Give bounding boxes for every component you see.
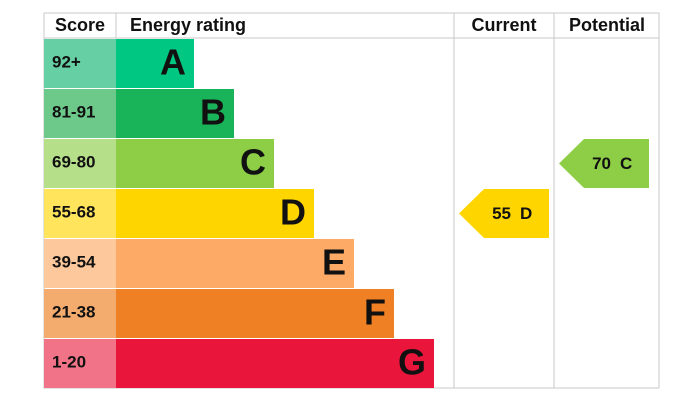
- rating-letter: A: [160, 42, 186, 83]
- score-range: 1-20: [52, 352, 86, 371]
- rating-bar: [116, 139, 274, 188]
- rating-bar: [116, 189, 314, 238]
- rating-bar: [116, 289, 394, 338]
- header: Energy rating: [130, 15, 246, 35]
- header: Current: [471, 15, 536, 35]
- rating-letter: B: [200, 92, 226, 133]
- rating-letter: F: [364, 292, 386, 333]
- score-cell: [44, 139, 116, 188]
- score-cell: [44, 189, 116, 238]
- score-range: 69-80: [52, 152, 95, 171]
- rating-bar: [116, 39, 194, 88]
- arrow-rating: C: [620, 154, 632, 173]
- score-cell: [44, 39, 116, 88]
- score-cell: [44, 89, 116, 138]
- rating-arrow: [459, 189, 549, 238]
- score-range: 21-38: [52, 302, 95, 321]
- score-range: 39-54: [52, 252, 96, 271]
- score-cell: [44, 339, 116, 388]
- header: Potential: [569, 15, 645, 35]
- score-cell: [44, 289, 116, 338]
- arrow-value: 55: [492, 204, 511, 223]
- score-range: 81-91: [52, 102, 95, 121]
- rating-arrow: [559, 139, 649, 188]
- score-cell: [44, 239, 116, 288]
- rating-letter: C: [240, 142, 266, 183]
- rating-bar: [116, 89, 234, 138]
- rating-letter: E: [322, 242, 346, 283]
- header: Score: [55, 15, 105, 35]
- rating-bar: [116, 339, 434, 388]
- arrow-rating: D: [520, 204, 532, 223]
- rating-letter: D: [280, 192, 306, 233]
- rating-bar: [116, 239, 354, 288]
- arrow-value: 70: [592, 154, 611, 173]
- score-range: 55-68: [52, 202, 95, 221]
- score-range: 92+: [52, 52, 81, 71]
- rating-letter: G: [398, 342, 426, 383]
